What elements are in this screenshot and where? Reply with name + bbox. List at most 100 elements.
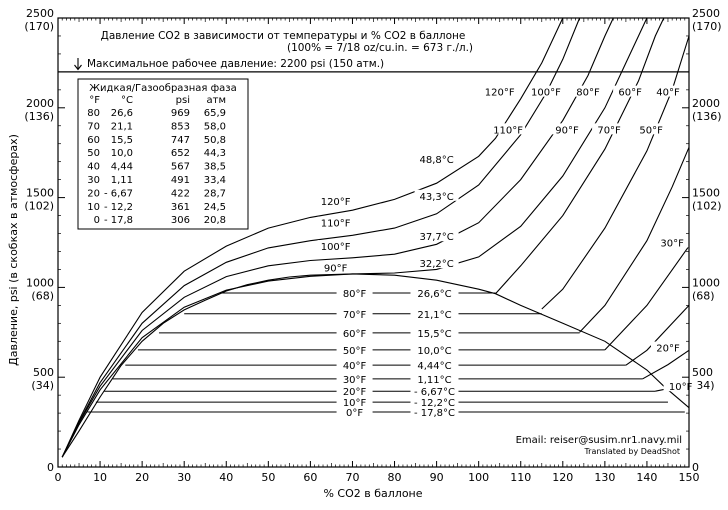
gas-isotherm-line (579, 147, 690, 333)
legend-cell: 58,0 (204, 121, 226, 132)
label-mask (550, 123, 585, 135)
legend-cell: 853 (171, 121, 190, 132)
x-axis-label: % CO2 в баллоне (323, 487, 422, 500)
legend-cell: 80 (87, 108, 100, 119)
label-mask (414, 257, 459, 269)
gas-isotherm-line (625, 305, 690, 366)
y-tick-label-psi-right: 1000 (692, 276, 720, 289)
legend-cell: 1,11 (111, 175, 133, 186)
legend-cell: 38,5 (204, 162, 226, 173)
isotherm-label-f: 70°F (343, 310, 367, 321)
label-mask (592, 123, 627, 135)
y-tick-label-psi: 0 (47, 461, 54, 474)
isotherm-label-f: 0°F (346, 408, 363, 419)
isotherm-label-f: 80°F (343, 289, 367, 300)
legend-cell: 30 (87, 175, 100, 186)
y-tick-label-psi-right: 0 (692, 461, 699, 474)
x-tick-label: 80 (388, 471, 402, 484)
isotherm-label-c: 43,3°C (419, 192, 453, 203)
chart-subtitle: (100% = 7/18 oz/cu.in. = 673 г./л.) (287, 42, 473, 54)
gas-isotherm-line (61, 17, 614, 458)
y-tick-label-atm-right: (102) (692, 200, 722, 213)
isotherm-label: 10°F (669, 382, 693, 393)
legend-cell: 0 (94, 215, 100, 226)
legend-header: атм (207, 95, 227, 106)
legend-cell: - 17,8 (104, 215, 133, 226)
isotherm-label-c: 48,8°C (419, 155, 453, 166)
x-tick-label: 130 (594, 471, 615, 484)
isotherm-label-f: 100°F (321, 242, 351, 253)
isotherm-label-f: 20°F (343, 387, 367, 398)
isotherm-label: 30°F (660, 239, 684, 250)
legend-cell: 969 (171, 108, 190, 119)
y-tick-label-atm-right: (136) (692, 110, 722, 123)
legend-cell: 306 (171, 215, 190, 226)
y-tick-label-psi: 500 (33, 366, 54, 379)
x-tick-label: 150 (679, 471, 700, 484)
label-mask (336, 287, 373, 298)
isotherm-label-f: 50°F (343, 346, 367, 357)
y-tick-label-psi-right: 2500 (692, 7, 720, 20)
legend-box (77, 78, 249, 230)
label-mask (336, 386, 373, 397)
isotherm-label-c: 37,7°C (419, 232, 453, 243)
y-tick-label-atm: (68) (31, 289, 54, 302)
isotherm-label-c: 32,2°C (419, 259, 453, 270)
isotherm-label-c: - 17,8°C (414, 408, 455, 419)
email-note: Email: reiser@susim.nr1.navy.mil (516, 435, 682, 446)
legend-cell: 20 (87, 188, 100, 199)
legend-cell: - 6,67 (104, 188, 133, 199)
isotherm-label: 20°F (656, 344, 680, 355)
legend-cell: 70 (87, 121, 100, 132)
legend-cell: - 12,2 (104, 202, 133, 213)
credit-note: Translated by DeadShot (583, 447, 680, 456)
legend-cell: 33,4 (204, 175, 226, 186)
label-mask (410, 373, 459, 384)
y-tick-label-atm-right: (34) (692, 379, 715, 392)
label-mask (336, 360, 373, 371)
label-mask (410, 386, 459, 397)
y-tick-label-atm: (102) (24, 200, 54, 213)
curves (61, 17, 690, 458)
gas-isotherm-line (61, 17, 564, 458)
isotherm-label: 50°F (639, 125, 663, 136)
label-mask (410, 360, 459, 371)
phase-legend-table: Жидкая/Газообразная фаза°F °C psi атм 80 26,6… (77, 78, 249, 230)
legend-cell: 10 (87, 202, 100, 213)
x-tick-label: 140 (636, 471, 657, 484)
isotherm-label-c: 26,6°C (417, 289, 451, 300)
isotherm-label-f: 120°F (321, 197, 351, 208)
label-mask (336, 407, 373, 418)
legend-cell: 44,3 (204, 148, 226, 159)
legend-cell: 10,0 (111, 148, 133, 159)
y-tick-label-atm: (170) (24, 20, 54, 33)
isotherm-label-c: - 12,2°C (414, 398, 455, 409)
legend-cell: 21,1 (111, 121, 133, 132)
isotherm-label-f: 30°F (343, 375, 367, 386)
legend-cell: 65,9 (204, 108, 226, 119)
legend-cell: 422 (171, 188, 190, 199)
legend-cell: 15,5 (111, 135, 133, 146)
label-mask (317, 195, 354, 207)
y-tick-label-atm: (136) (24, 110, 54, 123)
x-tick-label: 70 (345, 471, 359, 484)
isotherm-label-c: 21,1°C (417, 310, 451, 321)
label-mask (410, 344, 459, 355)
label-mask (317, 216, 354, 228)
label-mask (336, 327, 373, 338)
isotherm-label: 90°F (555, 125, 579, 136)
x-tick-label: 100 (468, 471, 489, 484)
label-mask (634, 123, 669, 135)
isotherm-label-f: 90°F (324, 264, 348, 275)
chart-title: Давление CO2 в зависимости от температур… (101, 30, 466, 42)
label-mask (317, 261, 354, 273)
legend-header: psi (176, 95, 190, 106)
label-mask (410, 327, 459, 338)
legend-cell: 26,6 (111, 108, 133, 119)
legend-header: °F (89, 95, 100, 106)
gas-isotherm-line (604, 245, 690, 351)
x-tick-label: 50 (261, 471, 275, 484)
x-tick-label: 40 (219, 471, 233, 484)
